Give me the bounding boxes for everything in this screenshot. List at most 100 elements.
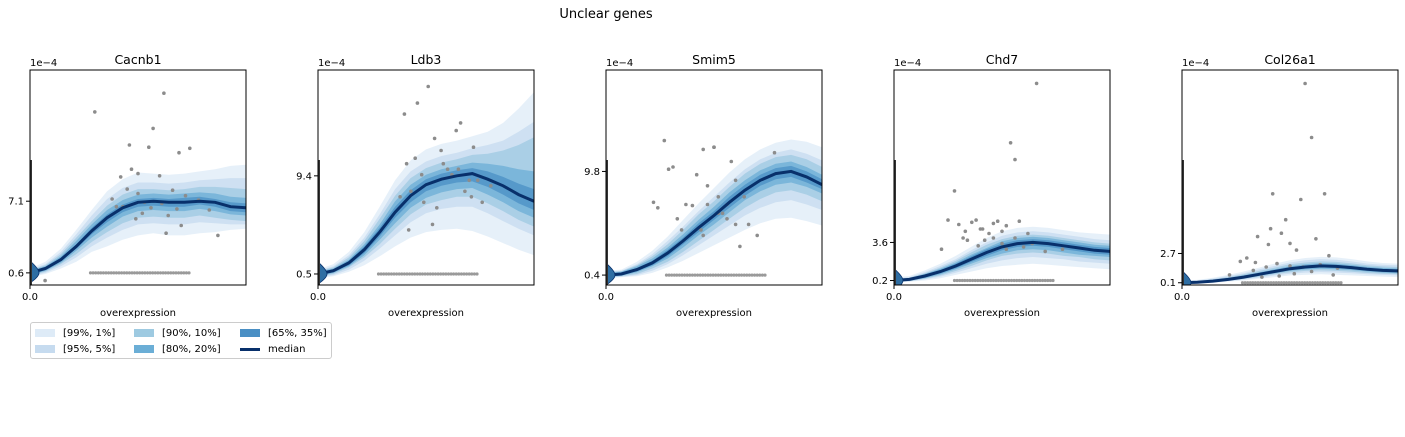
median-line: [1182, 264, 1398, 285]
median-line: [318, 172, 534, 276]
figure-title: Unclear genes: [559, 7, 652, 22]
data-point: [712, 145, 716, 149]
baseline-point: [958, 278, 962, 283]
data-point: [216, 233, 220, 238]
baseline-point: [1274, 281, 1278, 285]
data-point: [422, 200, 426, 205]
y-tick-label: 0.1: [1160, 278, 1176, 289]
data-point: [439, 148, 443, 153]
baseline-point: [446, 272, 451, 276]
baseline-point: [1246, 281, 1250, 285]
baseline-point: [402, 272, 406, 276]
median-line: [30, 199, 246, 275]
baseline-point: [382, 272, 386, 276]
baseline-point: [1282, 281, 1286, 285]
baseline-point: [1323, 281, 1327, 285]
baseline-point: [148, 271, 152, 275]
legend-line-median: [240, 347, 260, 351]
baseline-point: [1308, 281, 1312, 285]
baseline-point: [164, 271, 168, 275]
baseline-point: [145, 271, 150, 275]
axes-frame: [29, 69, 247, 286]
data-point: [970, 220, 974, 225]
data-point: [662, 138, 667, 143]
legend-item-median: median: [240, 342, 306, 356]
legend-swatch-80-20: [134, 345, 154, 353]
baseline-point: [976, 278, 980, 283]
data-point: [1253, 260, 1258, 265]
data-point: [1303, 81, 1307, 86]
baseline-point: [94, 271, 98, 275]
y-tick-label: 9.4: [296, 171, 312, 182]
data-point: [980, 227, 985, 231]
data-point: [188, 146, 192, 151]
data-point: [694, 172, 699, 177]
baseline-point: [1007, 278, 1011, 283]
baseline-point: [683, 273, 687, 277]
data-point: [976, 244, 980, 248]
baseline-point: [708, 273, 713, 277]
baseline-point: [127, 271, 131, 275]
legend-item-99-1: [99%, 1%]: [35, 326, 115, 340]
data-point: [1021, 245, 1026, 249]
panel-title: Chd7: [986, 52, 1019, 67]
panel-smim5: Smim5 1e−4 0.4 9.8 0.0 overexpression: [584, 52, 823, 319]
baseline-point: [755, 273, 759, 277]
baseline-point: [1331, 281, 1335, 285]
data-point: [939, 247, 944, 251]
baseline-point: [1292, 281, 1296, 285]
baseline-point: [112, 271, 116, 275]
baseline-point: [991, 278, 996, 283]
x-tick-label: 0.0: [22, 292, 38, 303]
baseline-point: [753, 273, 757, 277]
baseline-point: [742, 273, 746, 277]
baseline-point: [670, 273, 674, 277]
plot-area: [30, 91, 246, 285]
data-point: [772, 150, 777, 155]
baseline-point: [1043, 278, 1047, 283]
data-point: [1034, 81, 1039, 86]
baseline-point: [952, 278, 957, 283]
baseline-point: [703, 273, 708, 277]
baseline-point: [410, 272, 414, 276]
baseline-point: [132, 271, 137, 275]
data-point: [1288, 241, 1292, 246]
y-tick-label: 3.6: [872, 238, 888, 249]
baseline-point: [169, 271, 173, 275]
baseline-point: [727, 273, 731, 277]
data-point: [406, 228, 411, 232]
baseline-point: [420, 272, 425, 276]
data-point: [1013, 157, 1017, 162]
baseline-point: [1305, 281, 1309, 285]
data-point: [166, 213, 170, 218]
baseline-point: [1002, 278, 1006, 283]
baseline-point: [184, 271, 188, 275]
baseline-point: [177, 271, 181, 275]
panel-title: Col26a1: [1264, 52, 1315, 67]
legend-item-80-20: [80%, 20%]: [134, 342, 221, 356]
legend-label-65-35: [65%, 35%]: [268, 327, 327, 339]
baseline-point: [740, 273, 744, 277]
data-point: [1331, 273, 1335, 277]
data-point: [755, 233, 759, 238]
baseline-point: [439, 272, 443, 276]
data-point: [957, 222, 961, 227]
data-point: [157, 174, 162, 178]
data-point: [725, 217, 729, 221]
baseline-point: [161, 271, 165, 275]
baseline-point: [408, 272, 412, 276]
y-tick-label: 0.6: [8, 268, 24, 279]
x-axis-label: overexpression: [964, 308, 1040, 319]
baseline-point: [405, 272, 409, 276]
panel-cacnb1: Cacnb1 1e−4 0.6 7.1 0.0 overexpression: [8, 52, 247, 319]
data-point: [164, 231, 168, 235]
legend-item-65-35: [65%, 35%]: [240, 326, 327, 340]
baseline-point: [721, 273, 726, 277]
baseline-point: [693, 273, 697, 277]
baseline-point: [452, 272, 456, 276]
baseline-point: [415, 272, 419, 276]
baseline-point: [392, 272, 396, 276]
data-point: [404, 161, 409, 166]
baseline-point: [996, 278, 1001, 283]
baseline-point: [989, 278, 993, 283]
